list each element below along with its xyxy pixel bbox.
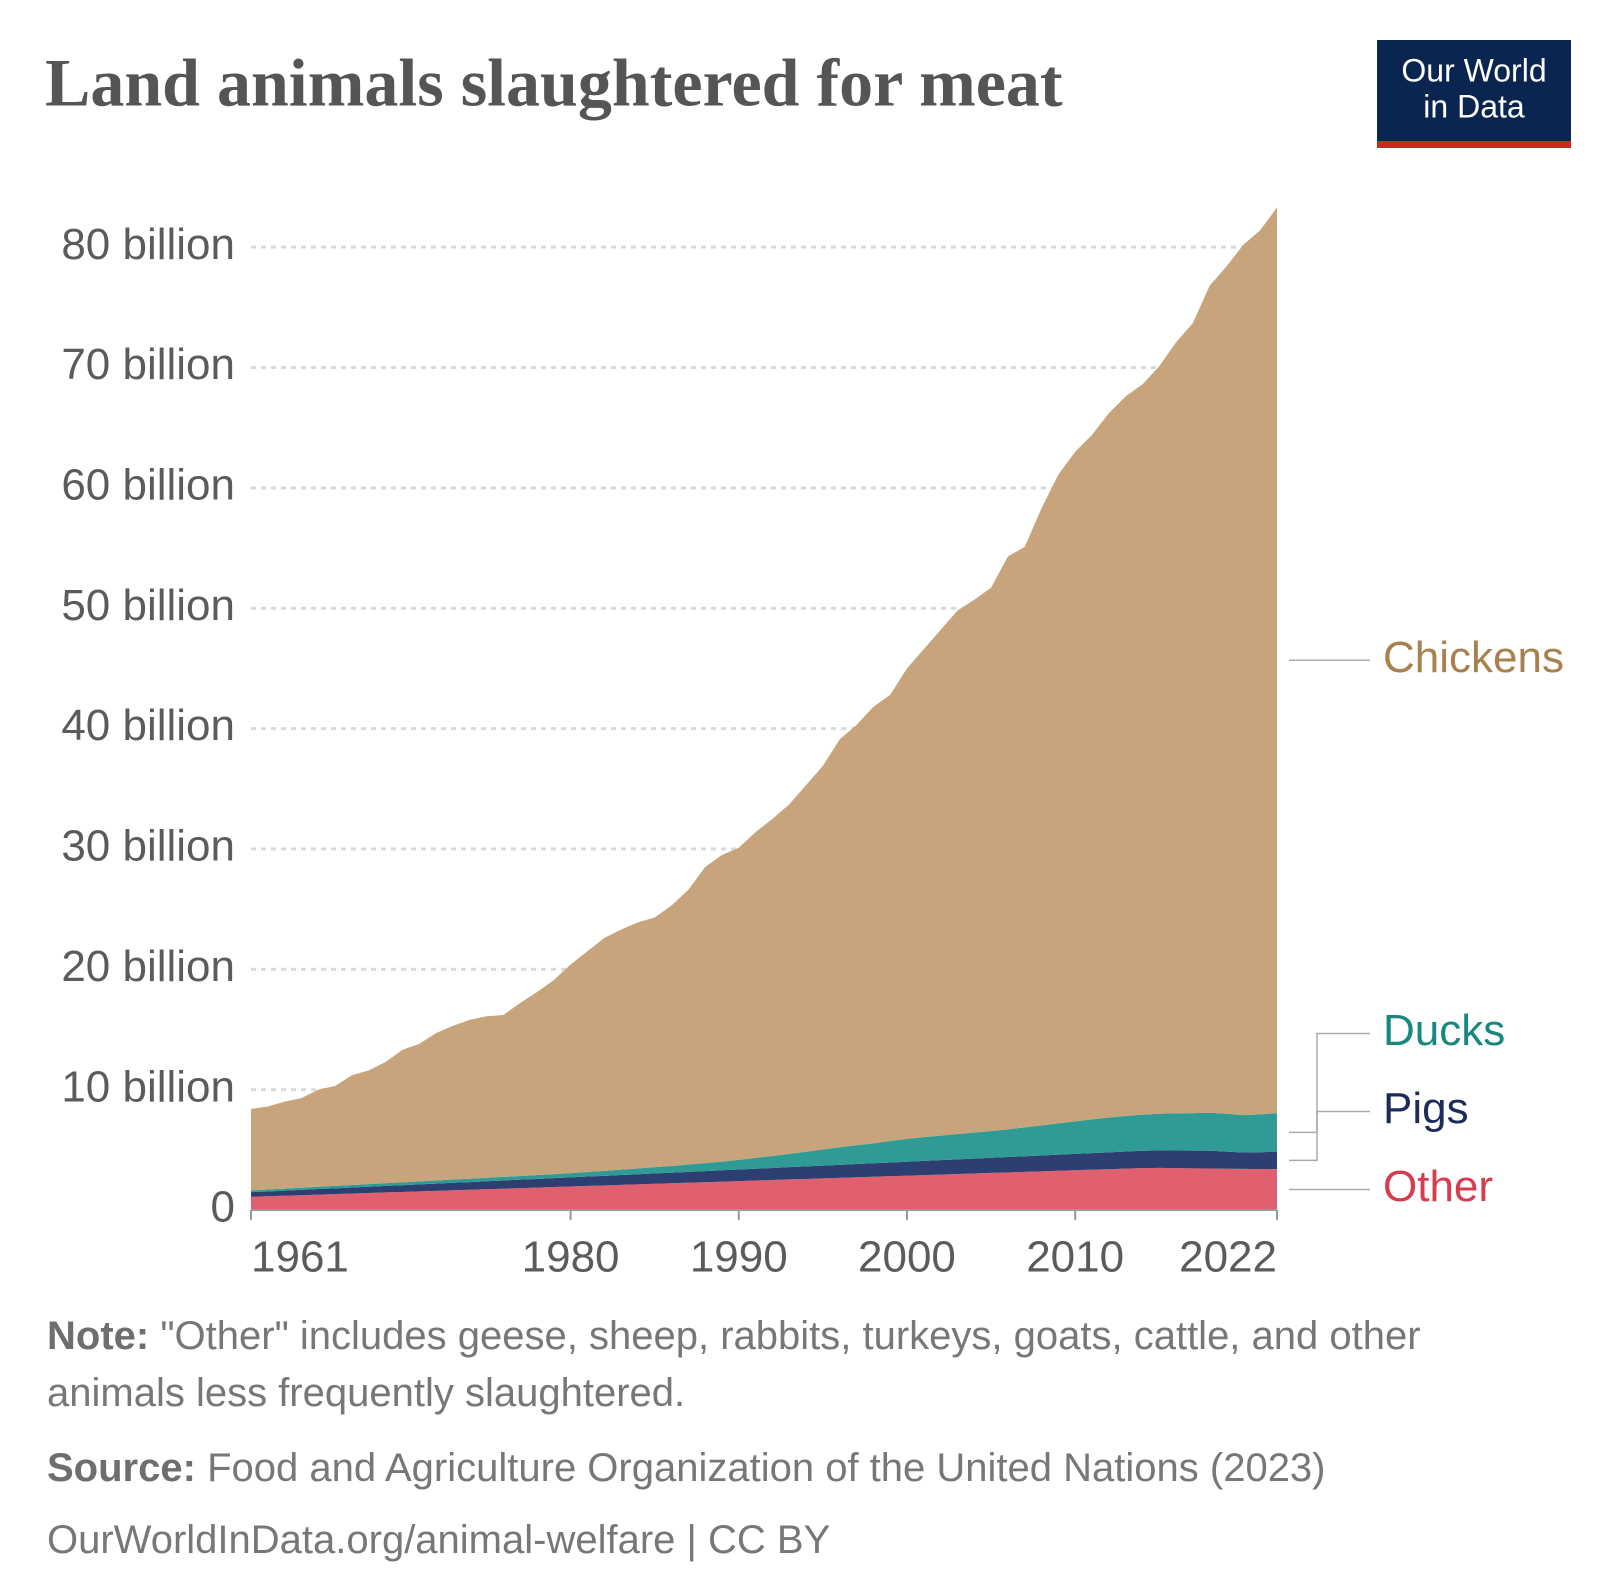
source-text: Food and Agriculture Organization of the… xyxy=(207,1446,1326,1490)
area xyxy=(251,1167,1277,1210)
series-label: Chickens xyxy=(1383,633,1564,682)
source-label: Source: xyxy=(47,1446,196,1490)
x-tick-label: 1961 xyxy=(251,1233,349,1282)
footer: OurWorldInData.org/animal-welfare | CC B… xyxy=(47,1512,1557,1569)
y-tick-label: 40 billion xyxy=(61,701,235,750)
area xyxy=(251,1112,1277,1193)
logo-box xyxy=(1377,40,1571,141)
logo-text: Our World xyxy=(1401,52,1546,88)
chart-title: Land animals slaughtered for meat xyxy=(45,45,1063,121)
chart: Land animals slaughtered for meat Our Wo… xyxy=(45,40,1571,1282)
area xyxy=(251,1150,1277,1197)
area xyxy=(251,207,1277,1191)
y-tick-label: 80 billion xyxy=(61,220,235,269)
series-label: Other xyxy=(1383,1162,1493,1211)
source: Source: Food and Agriculture Organizatio… xyxy=(47,1440,1557,1497)
y-tick-label: 10 billion xyxy=(61,1062,235,1111)
logo-stripe xyxy=(1377,141,1571,148)
y-tick-label: 30 billion xyxy=(61,822,235,871)
y-tick-label: 0 xyxy=(211,1183,235,1232)
label-connector xyxy=(1289,1110,1370,1162)
note: Note: "Other" includes geese, sheep, rab… xyxy=(47,1308,1557,1422)
x-tick-label: 2010 xyxy=(1026,1233,1124,1282)
x-tick-label: 1990 xyxy=(690,1233,788,1282)
y-tick-label: 70 billion xyxy=(61,340,235,389)
y-tick-label: 20 billion xyxy=(61,942,235,991)
x-tick-label: 2022 xyxy=(1179,1233,1277,1282)
series-label: Pigs xyxy=(1383,1084,1469,1133)
series-label: Ducks xyxy=(1383,1006,1505,1055)
y-tick-label: 60 billion xyxy=(61,460,235,509)
label-connector xyxy=(1289,1032,1370,1134)
note-label: Note: xyxy=(47,1314,150,1358)
x-tick-label: 2000 xyxy=(858,1233,956,1282)
x-tick-label: 1980 xyxy=(522,1233,620,1282)
y-tick-label: 50 billion xyxy=(61,581,235,630)
note-text: "Other" includes geese, sheep, rabbits, … xyxy=(47,1314,1421,1415)
footer-text: OurWorldInData.org/animal-welfare | CC B… xyxy=(47,1518,831,1562)
logo-text: in Data xyxy=(1423,88,1525,124)
